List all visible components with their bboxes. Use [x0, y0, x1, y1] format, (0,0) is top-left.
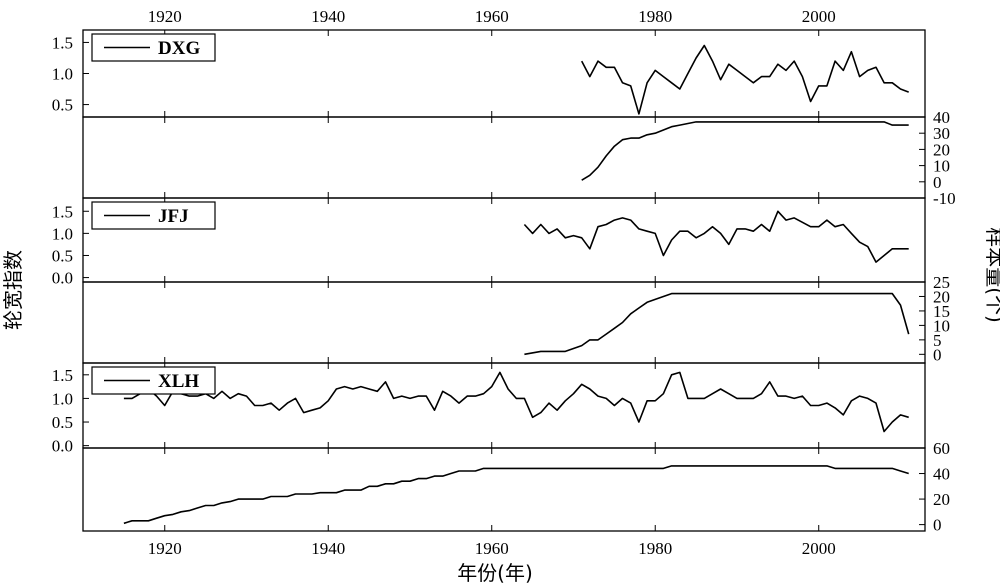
- axis-ticks: [83, 30, 925, 531]
- ytick-label-dxg-n-1: 0: [933, 173, 942, 192]
- ytick-label-jfj-n-4: 20: [933, 287, 950, 306]
- y-axis-label-right: 样本量(个): [983, 227, 1000, 323]
- legend-label-jfj-rwi: JFJ: [158, 206, 189, 227]
- ytick-label-dxg-rwi-1: 1.0: [52, 65, 73, 84]
- ytick-label-dxg-n-2: 10: [933, 157, 950, 176]
- xtick-label-bottom-4: 2000: [802, 539, 836, 558]
- panel-frame-xlh-n: [82, 447, 926, 532]
- ytick-label-xlh-rwi-1: 0.5: [52, 413, 73, 432]
- xtick-label-top-1: 1940: [311, 7, 345, 26]
- ytick-label-dxg-n-3: 20: [933, 140, 950, 159]
- xtick-label-bottom-2: 1960: [475, 539, 509, 558]
- ytick-label-jfj-rwi-3: 1.5: [52, 202, 73, 221]
- series-line-xlh-rwi: [123, 371, 909, 433]
- xtick-label-top-2: 1960: [475, 7, 509, 26]
- series-lines: [123, 44, 910, 525]
- x-axis-label: 年份(年): [457, 561, 533, 585]
- ytick-label-xlh-n-1: 20: [933, 490, 950, 509]
- ytick-label-xlh-n-0: 0: [933, 516, 942, 535]
- ytick-label-jfj-rwi-2: 1.0: [52, 224, 73, 243]
- ytick-label-jfj-n-1: 5: [933, 331, 942, 350]
- ytick-label-jfj-n-2: 10: [933, 316, 950, 335]
- ytick-label-xlh-rwi-3: 1.5: [52, 366, 73, 385]
- legend-label-xlh-rwi: XLH: [158, 371, 199, 392]
- ytick-label-jfj-rwi-0: 0.0: [52, 269, 73, 288]
- ytick-label-dxg-rwi-2: 1.5: [52, 33, 73, 52]
- xtick-label-top-0: 1920: [148, 7, 182, 26]
- tick-labels: 0.51.01.5-100102030400.00.51.01.50510152…: [52, 7, 956, 558]
- y-axis-label-left: 轮宽指数: [1, 250, 25, 330]
- series-line-xlh-n: [123, 465, 909, 525]
- ytick-label-xlh-rwi-0: 0.0: [52, 437, 73, 456]
- ytick-label-jfj-n-0: 0: [933, 345, 942, 364]
- ytick-label-dxg-n-5: 40: [933, 108, 950, 127]
- xtick-label-top-3: 1980: [638, 7, 672, 26]
- xtick-label-bottom-3: 1980: [638, 539, 672, 558]
- series-line-dxg-rwi: [580, 44, 909, 115]
- legend-label-dxg-rwi: DXG: [158, 38, 200, 59]
- ytick-label-jfj-n-3: 15: [933, 302, 950, 321]
- ytick-label-xlh-n-3: 60: [933, 439, 950, 458]
- series-line-jfj-rwi: [523, 210, 909, 263]
- xtick-label-bottom-1: 1940: [311, 539, 345, 558]
- ytick-label-jfj-n-5: 25: [933, 273, 950, 292]
- ytick-label-dxg-n-4: 30: [933, 124, 950, 143]
- ytick-label-xlh-n-2: 40: [933, 465, 950, 484]
- ytick-label-dxg-rwi-0: 0.5: [52, 96, 73, 115]
- panel-frames: [82, 29, 926, 532]
- ytick-label-xlh-rwi-2: 1.0: [52, 389, 73, 408]
- ytick-label-dxg-n-0: -10: [933, 189, 956, 208]
- legends: DXG JFJ XLH: [91, 33, 216, 395]
- xtick-label-top-4: 2000: [802, 7, 836, 26]
- ytick-label-jfj-rwi-1: 0.5: [52, 246, 73, 265]
- xtick-label-bottom-0: 1920: [148, 539, 182, 558]
- panel-frame-dxg-n: [82, 116, 926, 199]
- series-line-dxg-n: [581, 121, 909, 181]
- series-line-jfj-n: [524, 292, 910, 356]
